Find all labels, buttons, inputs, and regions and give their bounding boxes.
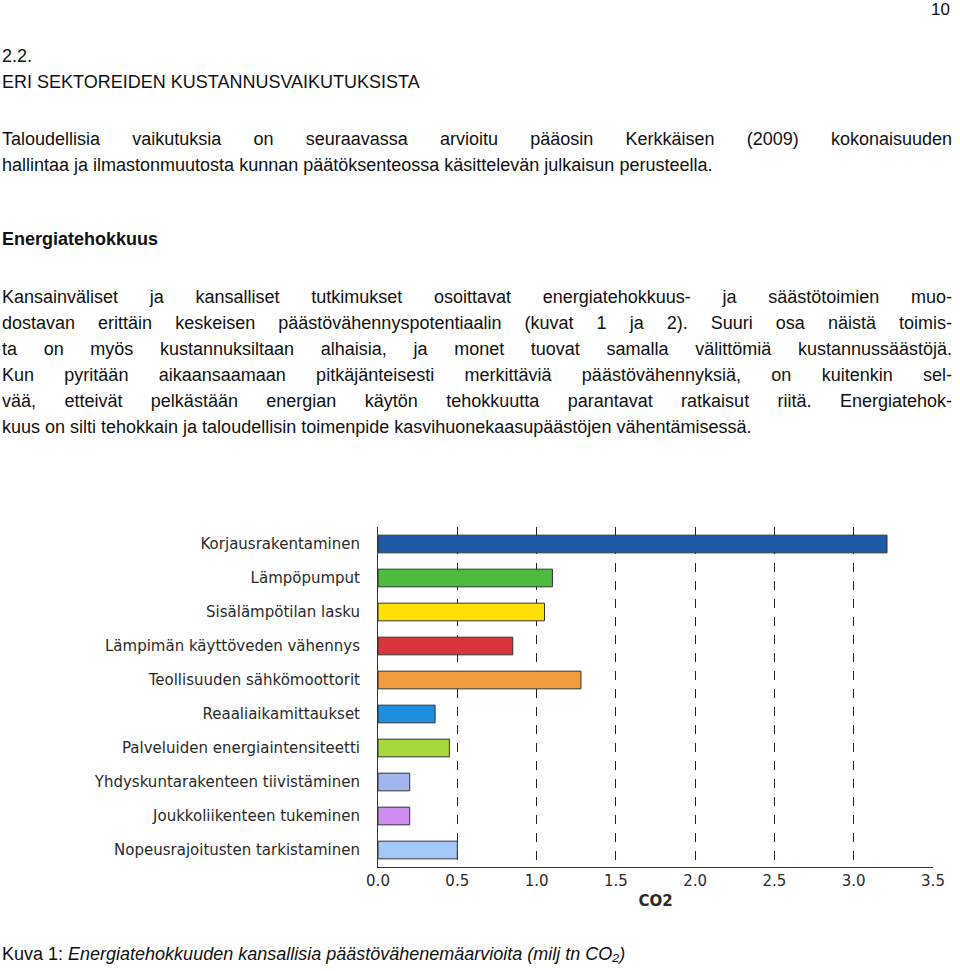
svg-text:0.0: 0.0 [366, 872, 390, 890]
html-text:kuus on silti tehokkain ja tal: kuus on silti tehokkain ja taloudellisin… [2, 417, 752, 437]
html-text:hallintaa ja ilmastonmuutosta: hallintaa ja ilmastonmuutosta kunnan pää… [2, 155, 713, 175]
svg-text:Korjausrakentaminen: Korjausrakentaminen [201, 535, 360, 553]
html-text:Kun pyritään aikaansaamaan pit: Kun pyritään aikaansaamaan pitkäjänteise… [2, 365, 952, 385]
svg-text:CO2: CO2 [638, 892, 672, 910]
svg-text:Teollisuuden sähkömoottorit: Teollisuuden sähkömoottorit [148, 671, 360, 689]
svg-text:Lämpimän käyttöveden vähennys: Lämpimän käyttöveden vähennys [105, 637, 360, 655]
html-text:10: 10 [931, 0, 950, 19]
svg-text:2.0: 2.0 [683, 872, 707, 890]
svg-text:0.5: 0.5 [445, 872, 469, 890]
svg-text:1.5: 1.5 [604, 872, 628, 890]
svg-text:1.0: 1.0 [525, 872, 549, 890]
html-text:2.2.: 2.2. [2, 46, 32, 66]
html-text:Kansainväliset ja kansalliset: Kansainväliset ja kansalliset tutkimukse… [2, 287, 952, 307]
svg-text:Reaaliaikamittaukset: Reaaliaikamittaukset [202, 705, 360, 723]
html-text:Energiatehokkuus: Energiatehokkuus [2, 229, 158, 249]
svg-text:Joukkoliikenteen tukeminen: Joukkoliikenteen tukeminen [152, 807, 360, 825]
html-text:Taloudellisia vaikutuksia on s: Taloudellisia vaikutuksia on seuraavassa… [2, 129, 952, 149]
svg-text:Nopeusrajoitusten tarkistamine: Nopeusrajoitusten tarkistaminen [114, 841, 360, 859]
svg-text:Sisälämpötilan lasku: Sisälämpötilan lasku [206, 603, 360, 621]
html-text:Kuva 1: Energiatehokkuuden kan: Kuva 1: Energiatehokkuuden kansallisia p… [2, 944, 626, 964]
svg-text:3.0: 3.0 [842, 872, 866, 890]
html-text:vää, etteivät pelkästään energ: vää, etteivät pelkästään energian käytön… [2, 391, 952, 411]
svg-text:Yhdyskuntarakenteen tiivistämi: Yhdyskuntarakenteen tiivistäminen [94, 773, 360, 791]
html-text:ERI SEKTOREIDEN KUSTANNUSVAIKU: ERI SEKTOREIDEN KUSTANNUSVAIKUTUKSISTA [2, 72, 420, 92]
svg-text:Lämpöpumput: Lämpöpumput [251, 569, 361, 587]
html-text:dostavan erittäin keskeisen pä: dostavan erittäin keskeisen päästövähenn… [2, 313, 952, 333]
svg-text:Palveluiden energiaintensiteet: Palveluiden energiaintensiteetti [122, 739, 360, 757]
svg-text:3.5: 3.5 [921, 872, 945, 890]
html-text:ta on myös kustannuksiltaan al: ta on myös kustannuksiltaan alhaisia, ja… [2, 339, 952, 359]
svg-text:2.5: 2.5 [763, 872, 787, 890]
